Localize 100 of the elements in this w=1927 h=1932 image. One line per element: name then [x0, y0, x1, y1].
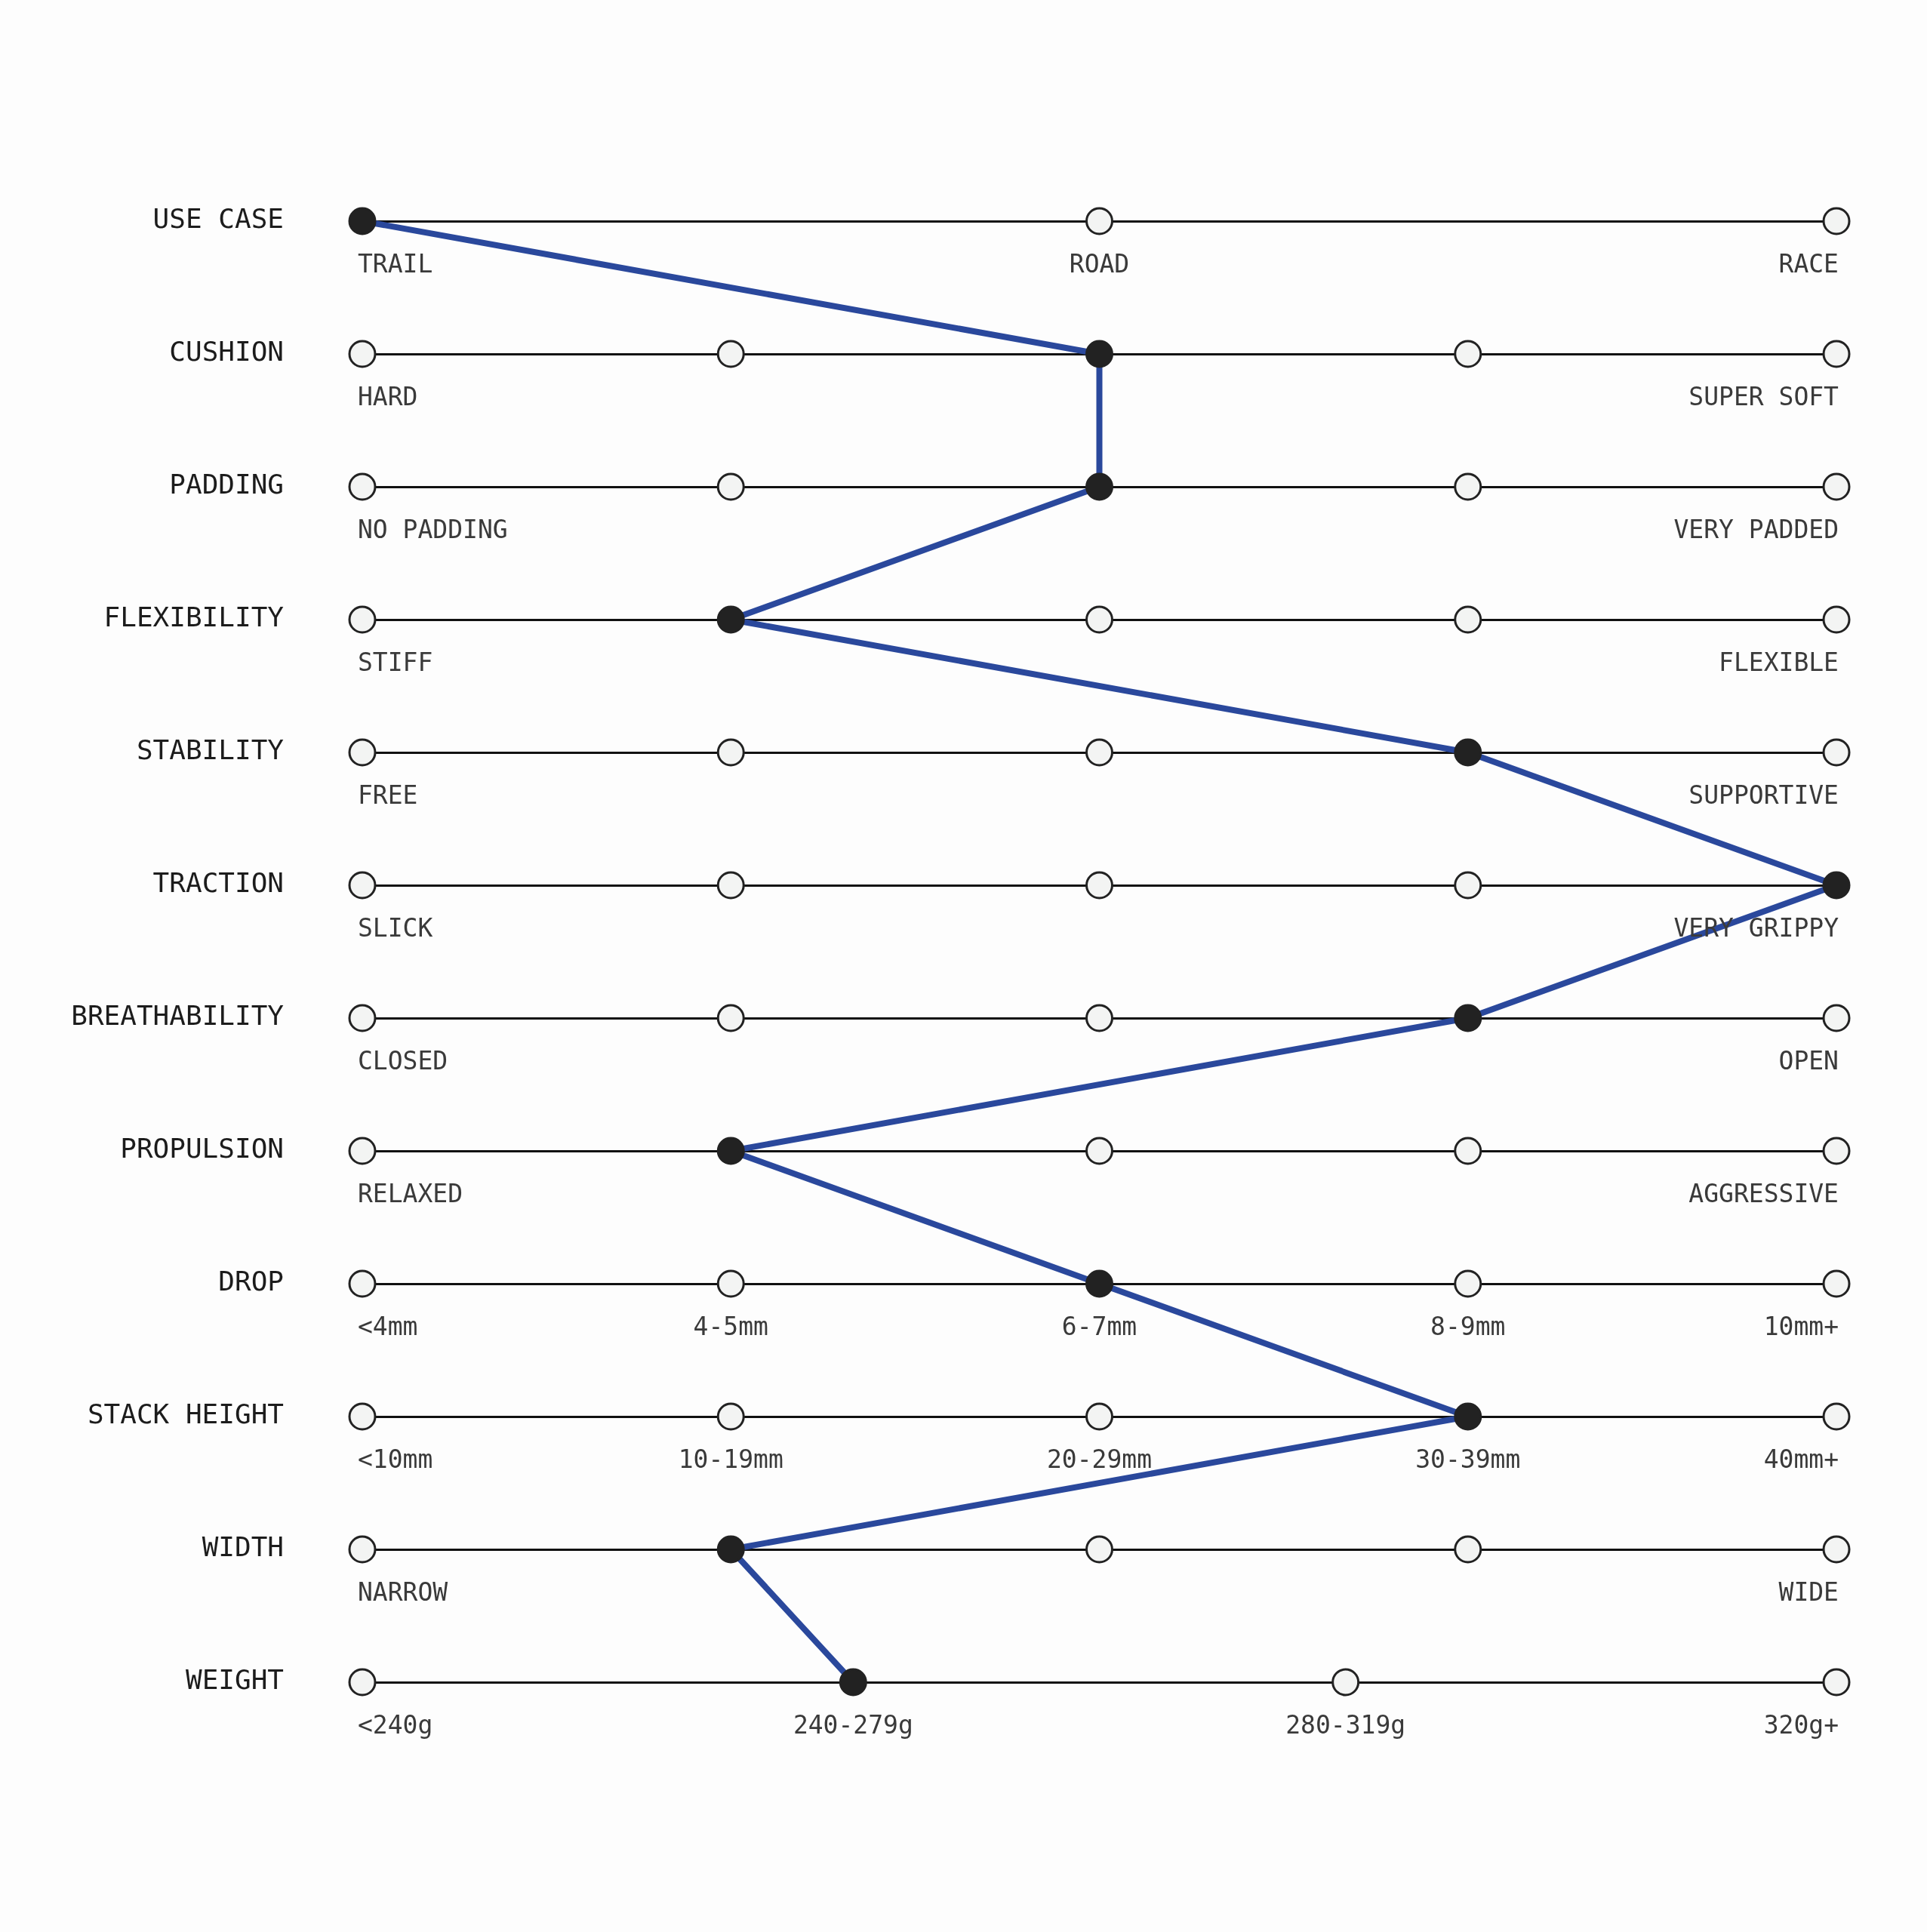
point [716, 1137, 745, 1165]
y-tick-label: TRACTION [152, 867, 284, 899]
point [1331, 1668, 1360, 1697]
point [716, 340, 745, 368]
annotation: ROAD [1069, 249, 1130, 278]
point [716, 1535, 745, 1564]
point [716, 1269, 745, 1298]
annotation: 280-319g [1285, 1710, 1406, 1740]
point [348, 1269, 377, 1298]
annotation: 8-9mm [1430, 1312, 1506, 1341]
point [716, 472, 745, 501]
point [1822, 738, 1851, 767]
y-tick-label: PADDING [169, 469, 284, 500]
annotation: 40mm+ [1763, 1444, 1839, 1474]
y-tick-label: CUSHION [169, 336, 284, 368]
y-tick-label: STACK HEIGHT [87, 1398, 284, 1430]
annotation: <10mm [358, 1444, 433, 1474]
annotation: FLEXIBLE [1719, 648, 1839, 677]
point [348, 472, 377, 501]
point [1822, 472, 1851, 501]
y-tick-label: FLEXIBILITY [103, 601, 285, 633]
point [1085, 207, 1113, 235]
point [1085, 1269, 1113, 1298]
point [1822, 1535, 1851, 1564]
point [348, 1137, 377, 1165]
point [1822, 207, 1851, 235]
y-tick-label: WIDTH [202, 1531, 284, 1563]
point [1454, 605, 1482, 634]
point [839, 1668, 867, 1697]
point [348, 1402, 377, 1431]
annotation: WIDE [1778, 1577, 1839, 1607]
annotation: STIFF [358, 648, 433, 677]
point [1085, 472, 1113, 501]
annotation: 6-7mm [1061, 1312, 1137, 1341]
point [1454, 738, 1482, 767]
point [1822, 871, 1851, 900]
y-tick-label: BREATHABILITY [71, 1000, 285, 1032]
point [1454, 1402, 1482, 1431]
point [1085, 871, 1113, 900]
point [1454, 1535, 1482, 1564]
annotation: FREE [358, 780, 418, 810]
annotation: RACE [1778, 249, 1839, 278]
point [348, 207, 377, 235]
annotation: SUPER SOFT [1688, 382, 1839, 411]
point [348, 1668, 377, 1697]
point [1454, 472, 1482, 501]
annotation: VERY PADDED [1673, 515, 1839, 544]
point [348, 738, 377, 767]
point [348, 1004, 377, 1032]
point [1822, 340, 1851, 368]
y-tick-label: STABILITY [136, 734, 285, 766]
y-tick-label: WEIGHT [185, 1664, 284, 1696]
point [716, 605, 745, 634]
point [1085, 1004, 1113, 1032]
point [348, 340, 377, 368]
annotation: 10mm+ [1763, 1312, 1839, 1341]
point [348, 1535, 377, 1564]
annotation: CLOSED [358, 1046, 448, 1075]
point [1085, 1137, 1113, 1165]
point [1454, 1004, 1482, 1032]
annotation: RELAXED [358, 1179, 463, 1208]
point [716, 1004, 745, 1032]
annotation: 240-279g [793, 1710, 913, 1740]
point [716, 871, 745, 900]
y-tick-label: USE CASE [152, 203, 284, 235]
point [1822, 1269, 1851, 1298]
annotation: SLICK [358, 913, 433, 943]
point [1822, 605, 1851, 634]
y-tick-label: PROPULSION [120, 1133, 284, 1164]
annotation: NARROW [358, 1577, 448, 1607]
point [1085, 1402, 1113, 1431]
point [1822, 1668, 1851, 1697]
point [348, 871, 377, 900]
annotation: <240g [358, 1710, 433, 1740]
annotation: OPEN [1778, 1046, 1839, 1075]
point [1822, 1402, 1851, 1431]
annotation: SUPPORTIVE [1688, 780, 1839, 810]
annotation: 20-29mm [1046, 1444, 1153, 1474]
point [1085, 738, 1113, 767]
annotation: 10-19mm [678, 1444, 783, 1474]
point [1454, 340, 1482, 368]
y-tick-label: DROP [218, 1266, 284, 1297]
point [1454, 871, 1482, 900]
point [1085, 340, 1113, 368]
point [1822, 1004, 1851, 1032]
annotation: TRAIL [358, 249, 433, 278]
annotation: <4mm [358, 1312, 418, 1341]
annotation: 30-39mm [1415, 1444, 1521, 1474]
point [716, 1402, 745, 1431]
point [1454, 1137, 1482, 1165]
point [348, 605, 377, 634]
annotation: HARD [358, 382, 418, 411]
annotation: 4-5mm [693, 1312, 768, 1341]
point [1822, 1137, 1851, 1165]
point [716, 738, 745, 767]
annotation: 320g+ [1763, 1710, 1839, 1740]
point [1085, 605, 1113, 634]
point [1085, 1535, 1113, 1564]
annotation: AGGRESSIVE [1688, 1179, 1839, 1208]
point [1454, 1269, 1482, 1298]
